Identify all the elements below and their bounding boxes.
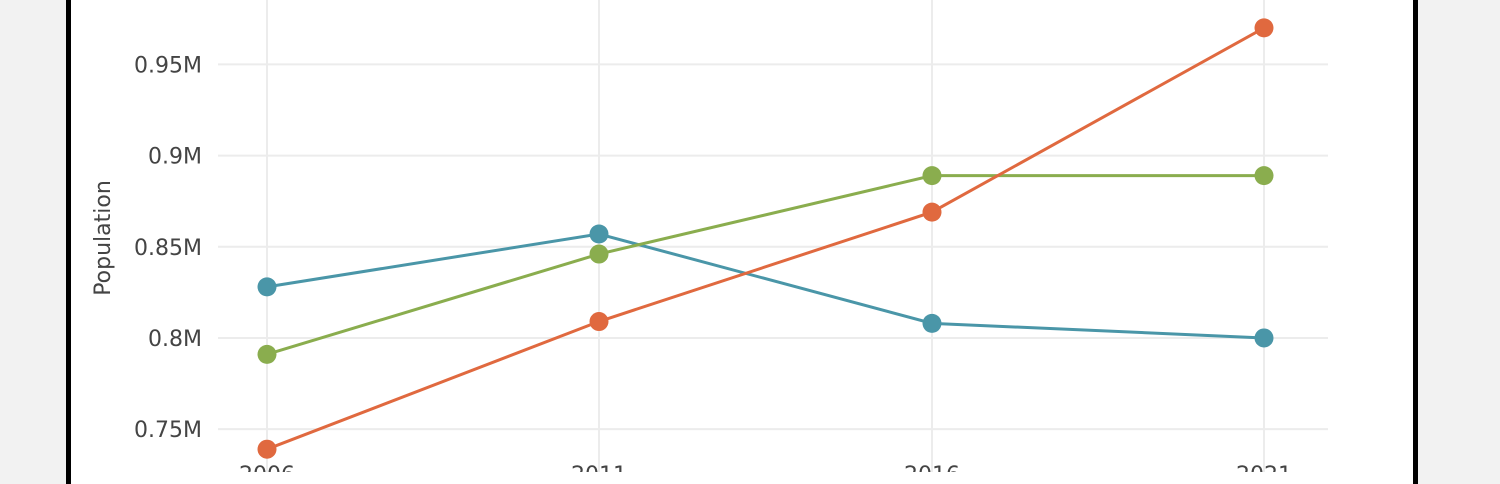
- data-point: [257, 344, 277, 364]
- x-tick-label: 2006: [239, 463, 295, 472]
- data-point: [257, 439, 277, 459]
- series-3: [257, 18, 1274, 459]
- data-point: [1254, 328, 1274, 348]
- data-point: [1254, 18, 1274, 38]
- data-point: [922, 313, 942, 333]
- y-tick-label: 0.95M: [134, 53, 202, 78]
- series-line: [266, 232, 1265, 340]
- series-2: [257, 166, 1274, 364]
- y-tick-label: 0.75M: [134, 418, 202, 443]
- grid-lines: [218, 0, 1328, 472]
- x-tick-label: 2011: [571, 463, 627, 472]
- y-tick-label: 0.8M: [148, 327, 202, 352]
- series-group: [257, 18, 1274, 459]
- y-axis-ticks: 0.75M 0.8M 0.85M 0.9M 0.95M: [134, 53, 202, 443]
- data-point: [589, 312, 609, 332]
- series-line: [266, 174, 1264, 356]
- series-line: [266, 26, 1265, 451]
- data-point: [922, 202, 942, 222]
- chart-panel: [66, 0, 1418, 484]
- y-tick-label: 0.9M: [148, 145, 202, 170]
- data-point: [589, 224, 609, 244]
- data-point: [589, 244, 609, 264]
- series-1: [257, 224, 1274, 348]
- y-tick-label: 0.85M: [134, 236, 202, 261]
- y-axis-title: Population: [91, 180, 116, 296]
- line-chart: 0.75M 0.8M 0.85M 0.9M 0.95M 2006 2011 2016 2021…: [91, 0, 1328, 472]
- x-tick-label: 2021: [1236, 463, 1292, 472]
- data-point: [1254, 166, 1274, 186]
- x-tick-label: 2016: [904, 463, 960, 472]
- data-point: [922, 166, 942, 186]
- x-axis-ticks: 2006 2011 2016 2021: [239, 463, 1292, 472]
- data-point: [257, 277, 277, 297]
